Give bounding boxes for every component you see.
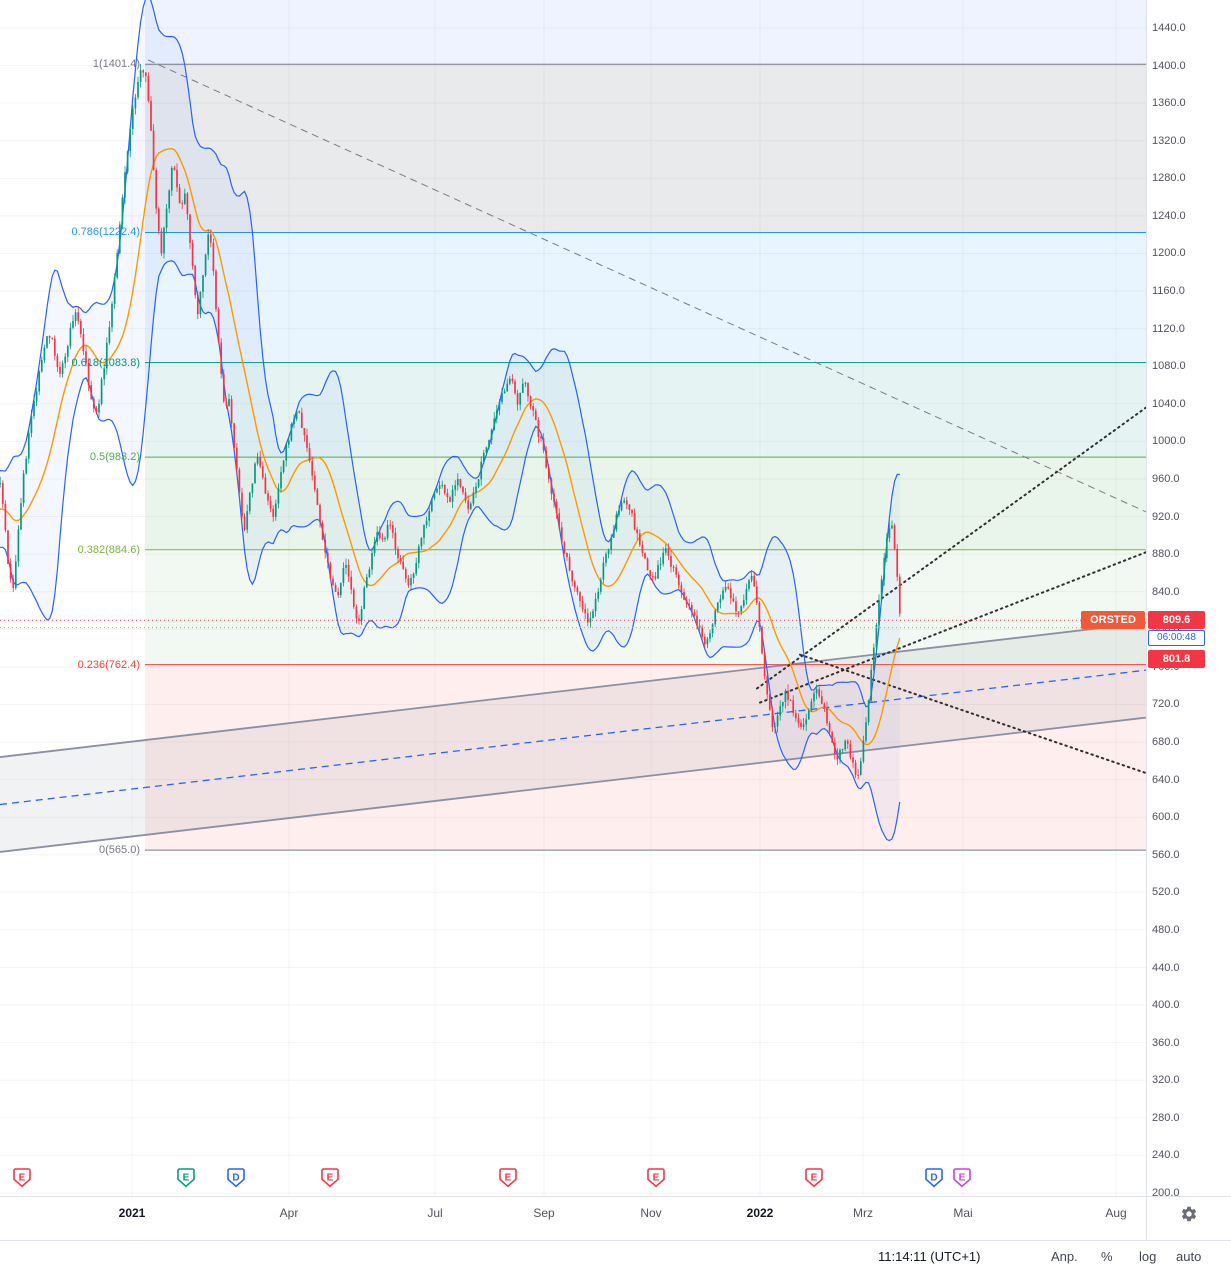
svg-text:E: E [19,1173,26,1184]
symbol-price-tag: ORSTED [1081,611,1145,629]
bollinger-fill [0,0,900,841]
chart-layers [0,0,1146,1196]
fib-zone [145,64,1146,233]
svg-text:E: E [327,1173,334,1184]
svg-text:E: E [811,1173,818,1184]
earnings-badge[interactable]: E [320,1167,340,1189]
trend-line [147,59,1146,513]
channel-upper-line [0,621,1146,758]
svg-text:E: E [183,1173,190,1184]
trend-line [799,653,1146,775]
earnings-badge[interactable]: E [12,1167,32,1189]
earnings-badge[interactable]: E [646,1167,666,1189]
svg-text:E: E [959,1173,966,1184]
settings-gear-icon[interactable] [1180,1205,1198,1223]
dividend-badge[interactable]: D [924,1167,944,1189]
channel-lower-line [0,716,1146,853]
percent-scale-button[interactable]: % [1101,1249,1113,1264]
dividend-badge[interactable]: D [226,1167,246,1189]
earnings-badge[interactable]: E [498,1167,518,1189]
svg-text:D: D [232,1173,239,1184]
bollinger-basis [0,147,901,746]
status-bar: 11:14:11 (UTC+1) Anp.% log auto [0,1240,1231,1278]
fib-zone [145,232,1146,363]
bar-countdown: 06:00:48 [1148,630,1205,646]
log-scale-button[interactable]: log [1139,1249,1157,1264]
earnings-badge[interactable]: E [952,1167,972,1189]
svg-text:E: E [505,1173,512,1184]
last-price-label: 809.6 [1148,611,1205,629]
adjust-button[interactable]: Anp. [1051,1249,1078,1264]
fib-zone [145,664,1146,851]
clock: 11:14:11 (UTC+1) [878,1249,981,1264]
prev-price-label: 801.8 [1148,650,1205,668]
svg-text:D: D [930,1173,937,1184]
auto-scale-button[interactable]: auto [1176,1249,1202,1264]
fib-zone [145,549,1146,665]
fib-zone [145,362,1146,458]
earnings-badge[interactable]: E [176,1167,196,1189]
earnings-badge[interactable]: E [804,1167,824,1189]
channel-mid-line [0,669,1146,806]
svg-text:E: E [653,1173,660,1184]
fib-zone [145,0,1146,65]
bollinger-upper [0,0,900,708]
